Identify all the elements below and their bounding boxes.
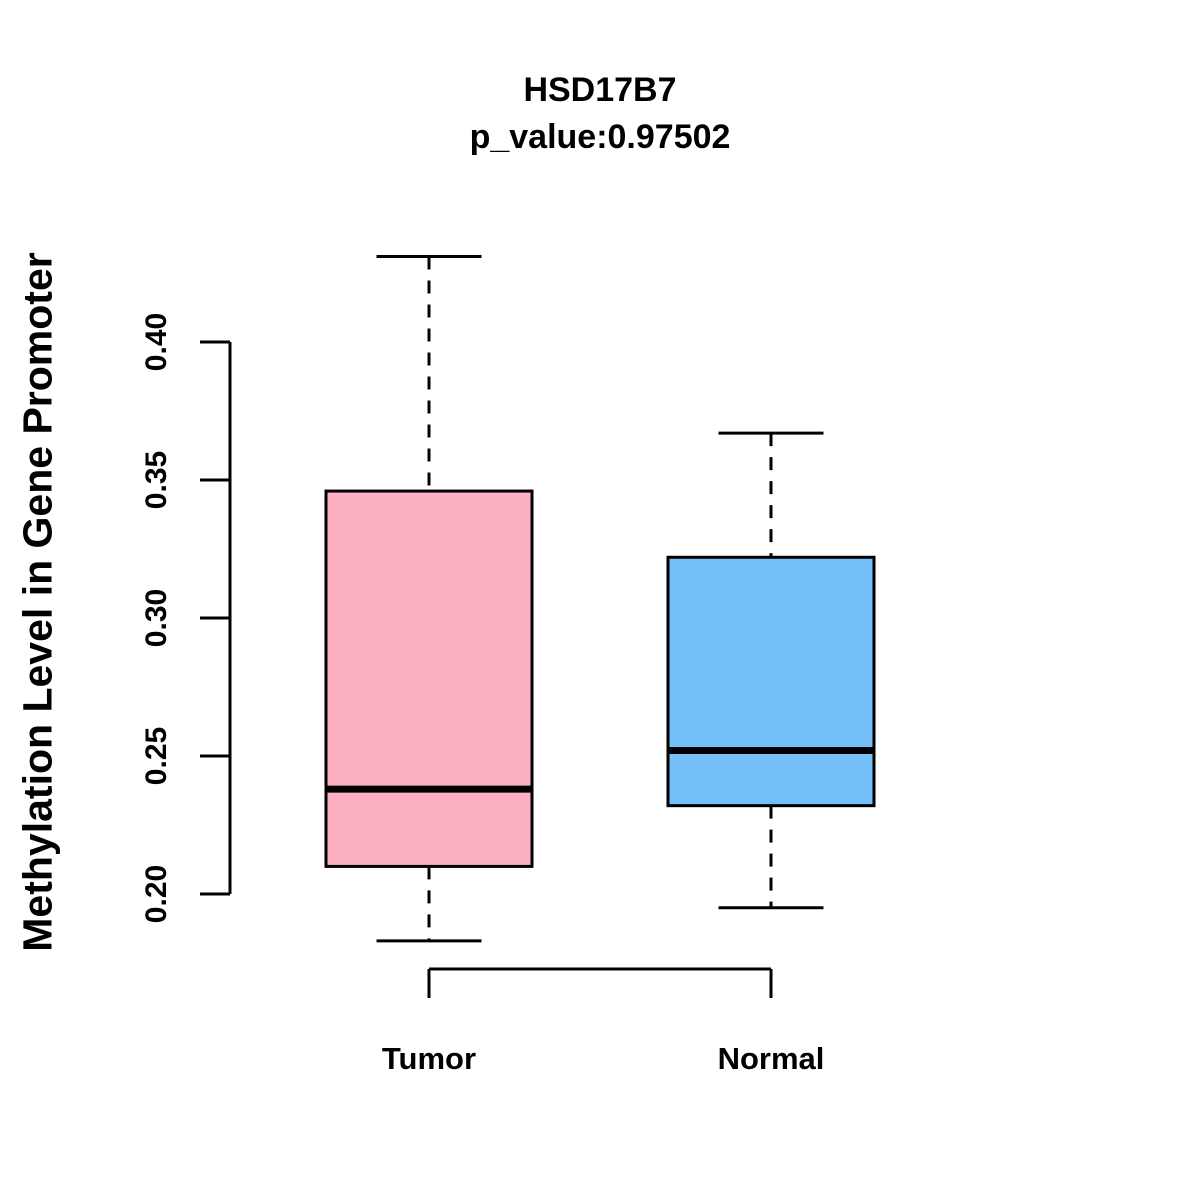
y-tick-label: 0.25 [140,727,173,785]
y-tick-label: 0.20 [140,865,173,923]
x-tick-label-normal: Normal [718,1041,825,1076]
y-tick-label: 0.40 [140,313,173,371]
x-tick-label-tumor: Tumor [382,1041,476,1076]
y-tick-label: 0.30 [140,589,173,647]
chart-title: HSD17B7 [523,71,677,109]
box-normal [666,555,876,808]
y-tick-label: 0.35 [140,451,173,509]
chart-subtitle: p_value:0.97502 [469,118,731,156]
box-tumor [324,489,534,868]
